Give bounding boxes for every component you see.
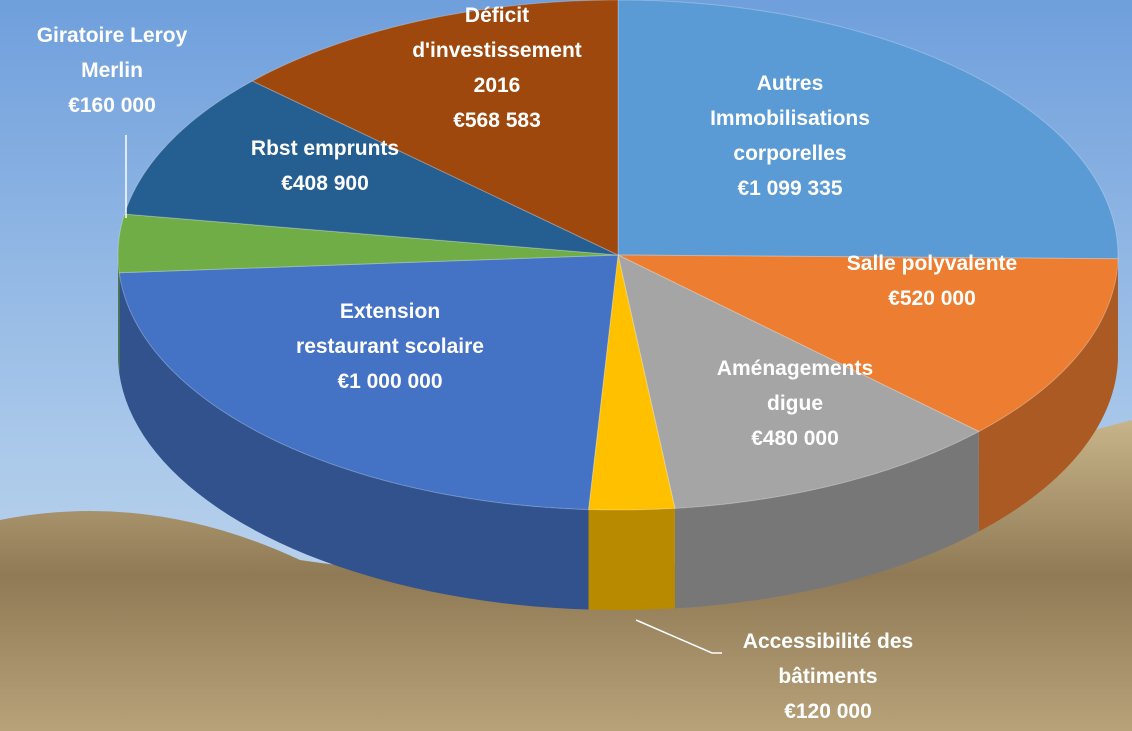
slice bbox=[617, 254, 1119, 433]
category-label: Déficit d'investissement 2016 bbox=[412, 4, 582, 97]
slice-side bbox=[588, 508, 675, 610]
slice bbox=[117, 213, 619, 274]
category-label: Accessibilité des bâtiments bbox=[743, 630, 913, 688]
value-label: €120 000 bbox=[784, 700, 872, 723]
category-label: Autres Immobilisations corporelles bbox=[710, 72, 870, 165]
slice-side bbox=[674, 431, 979, 609]
value-label: €480 000 bbox=[751, 427, 839, 450]
value-label: €1 000 000 bbox=[337, 370, 442, 393]
leader-line bbox=[635, 619, 722, 654]
category-label: Aménagements digue bbox=[717, 357, 873, 415]
category-label: Salle polyvalente bbox=[847, 252, 1017, 275]
slice bbox=[123, 80, 619, 256]
category-label: Giratoire Leroy Merlin bbox=[37, 24, 188, 82]
value-label: €568 583 bbox=[453, 109, 541, 132]
slice bbox=[587, 254, 676, 511]
slice bbox=[251, 0, 619, 256]
category-label: Extension restaurant scolaire bbox=[296, 300, 484, 358]
slice-side bbox=[978, 258, 1118, 532]
value-label: €160 000 bbox=[68, 94, 156, 117]
value-label: €520 000 bbox=[888, 287, 976, 310]
labels: Autres Immobilisations corporelles €1 099 3… bbox=[37, 4, 1017, 723]
slice bbox=[118, 254, 619, 511]
slice-side bbox=[119, 272, 589, 610]
value-label: €1 099 335 bbox=[737, 177, 842, 200]
value-label: €408 900 bbox=[281, 172, 369, 195]
category-label: Rbst emprunts bbox=[251, 137, 399, 160]
slice-side bbox=[118, 255, 120, 373]
slice bbox=[617, 254, 980, 509]
pie bbox=[117, 0, 1119, 610]
slice bbox=[617, 0, 1119, 260]
